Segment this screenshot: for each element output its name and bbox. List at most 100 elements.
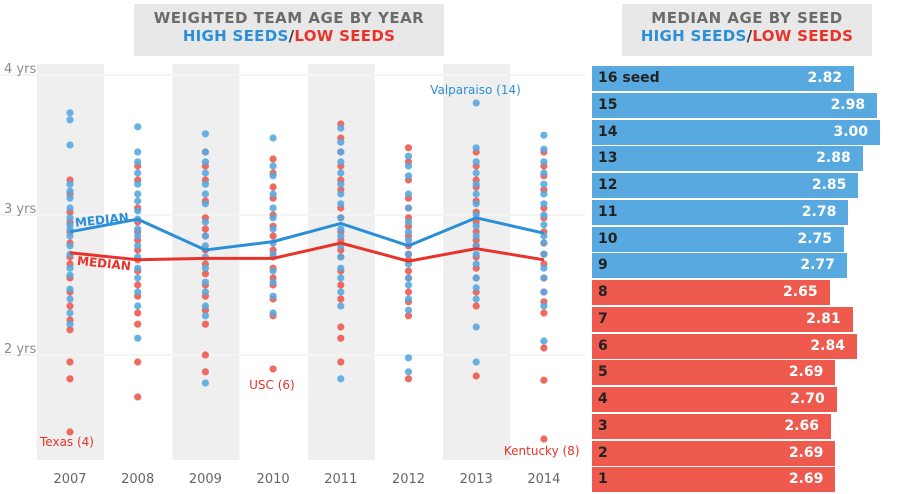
high-seed-point: [134, 232, 142, 240]
high-seed-point: [472, 260, 480, 268]
x-tick-label: 2008: [121, 472, 154, 487]
high-seed-point: [337, 232, 345, 240]
high-seed-point: [269, 214, 277, 222]
high-seed-point: [540, 337, 548, 345]
high-seed-point: [66, 264, 74, 272]
high-seed-point: [472, 358, 480, 366]
seed-bar: 7 2.81: [592, 306, 853, 332]
high-seed-point: [201, 200, 209, 208]
bar-chart-title: MEDIAN AGE BY SEED HIGH SEEDS/LOW SEEDS: [622, 4, 872, 56]
seed-value-label: 2.81: [806, 310, 841, 327]
y-tick-label: 2 yrs: [4, 342, 36, 357]
low-seed-point: [404, 312, 413, 320]
high-seed-point: [201, 312, 209, 320]
high-seed-point: [134, 190, 142, 198]
high-seed-point: [404, 204, 413, 212]
high-seed-point: [201, 130, 209, 138]
low-seed-point: [337, 358, 345, 366]
seed-bar-chart: 16 seed 2.82 15 2.98 14 3.00 13 2.88 12 2.85 11 2.7…: [592, 66, 892, 494]
point-annotation: USC (6): [249, 378, 295, 392]
high-seed-point: [540, 131, 548, 139]
seed-label: 7: [598, 310, 608, 327]
seed-value-label: 2.70: [790, 391, 825, 407]
point-annotation: Kentucky (8): [504, 444, 580, 458]
low-seed-point: [540, 376, 548, 384]
seed-value-label: 2.65: [783, 284, 818, 300]
high-seed-point: [404, 172, 413, 180]
high-seed-point: [66, 141, 74, 149]
high-seed-point: [201, 158, 209, 166]
high-seed-point: [404, 368, 413, 376]
scatter-chart: 4 yrs 3 yrs 2 yrs MEDIAN MEDIAN Valparaiso (1…: [0, 62, 585, 487]
high-seed-point: [134, 334, 142, 342]
low-seed-point: [404, 288, 413, 296]
high-seed-point: [66, 295, 74, 303]
high-seed-point: [269, 292, 277, 300]
seed-label: 9: [598, 257, 608, 274]
high-seed-point: [404, 152, 413, 160]
low-seed-point: [66, 326, 74, 334]
median-line-high: [69, 216, 545, 252]
seed-value-label: 2.69: [788, 364, 824, 381]
seed-label: 6: [598, 337, 608, 354]
low-seed-point: [201, 225, 209, 233]
seed-bar: 12 2.85: [592, 173, 859, 198]
high-seed-point: [404, 228, 413, 236]
high-seed-point: [269, 162, 277, 170]
high-seed-point: [540, 302, 548, 310]
high-seed-point: [66, 214, 74, 222]
high-seed-point: [337, 180, 345, 188]
high-seed-point: [269, 190, 277, 198]
seed-label: 5: [598, 364, 608, 381]
seed-bar: 10 2.75: [592, 226, 844, 252]
high-seed-point: [269, 172, 277, 180]
seed-bar: 8 2.65: [592, 280, 830, 305]
high-seed-point: [404, 354, 413, 362]
high-seed-point: [337, 214, 345, 222]
seed-value-label: 2.98: [830, 96, 866, 113]
median-label-high: MEDIAN: [74, 210, 129, 230]
scatter-title-legend: HIGH SEEDS/LOW SEEDS: [134, 27, 444, 45]
legend-separator: /: [746, 27, 753, 45]
x-tick-label: 2012: [392, 472, 425, 487]
seed-label: 15: [598, 96, 618, 113]
low-seed-point: [472, 372, 480, 380]
legend-high-seeds: HIGH SEEDS: [182, 27, 289, 45]
high-seed-point: [134, 225, 142, 233]
high-seed-point: [472, 232, 480, 240]
high-seed-point: [134, 123, 142, 131]
seed-label: 13: [598, 150, 618, 167]
legend-low-seeds: LOW SEEDS: [752, 27, 854, 45]
high-seed-point: [201, 180, 209, 188]
seed-bar: 15 2.98: [592, 92, 878, 118]
y-tick-label: 4 yrs: [4, 62, 36, 77]
high-seed-point: [472, 284, 480, 292]
high-seed-point: [540, 180, 548, 188]
low-seed-point: [134, 281, 142, 289]
high-seed-point: [201, 190, 209, 198]
seed-value-label: 2.82: [807, 70, 843, 86]
low-seed-point: [337, 323, 345, 331]
seed-label: 3: [598, 417, 608, 434]
seed-bar: 1 2.69: [592, 467, 836, 493]
high-seed-point: [540, 200, 548, 208]
high-seed-point: [201, 169, 209, 177]
seed-label: 10: [598, 230, 618, 247]
high-seed-point: [540, 211, 548, 219]
high-seed-point: [134, 264, 142, 272]
seed-value-label: 2.75: [797, 230, 832, 247]
x-tick-label: 2014: [527, 472, 560, 487]
high-seed-point: [66, 187, 74, 195]
low-seed-point: [540, 309, 548, 317]
high-seed-point: [337, 225, 345, 233]
high-seed-point: [66, 116, 74, 124]
seed-label: 16 seed: [598, 70, 660, 86]
point-annotation: Texas (4): [39, 435, 94, 449]
seed-value-label: 2.77: [800, 257, 835, 274]
high-seed-point: [201, 379, 209, 387]
seed-value-label: 2.84: [810, 337, 845, 354]
high-seed-point: [134, 169, 142, 177]
high-seed-point: [134, 148, 142, 156]
seed-value-label: 2.78: [801, 203, 837, 220]
high-seed-point: [66, 194, 74, 202]
